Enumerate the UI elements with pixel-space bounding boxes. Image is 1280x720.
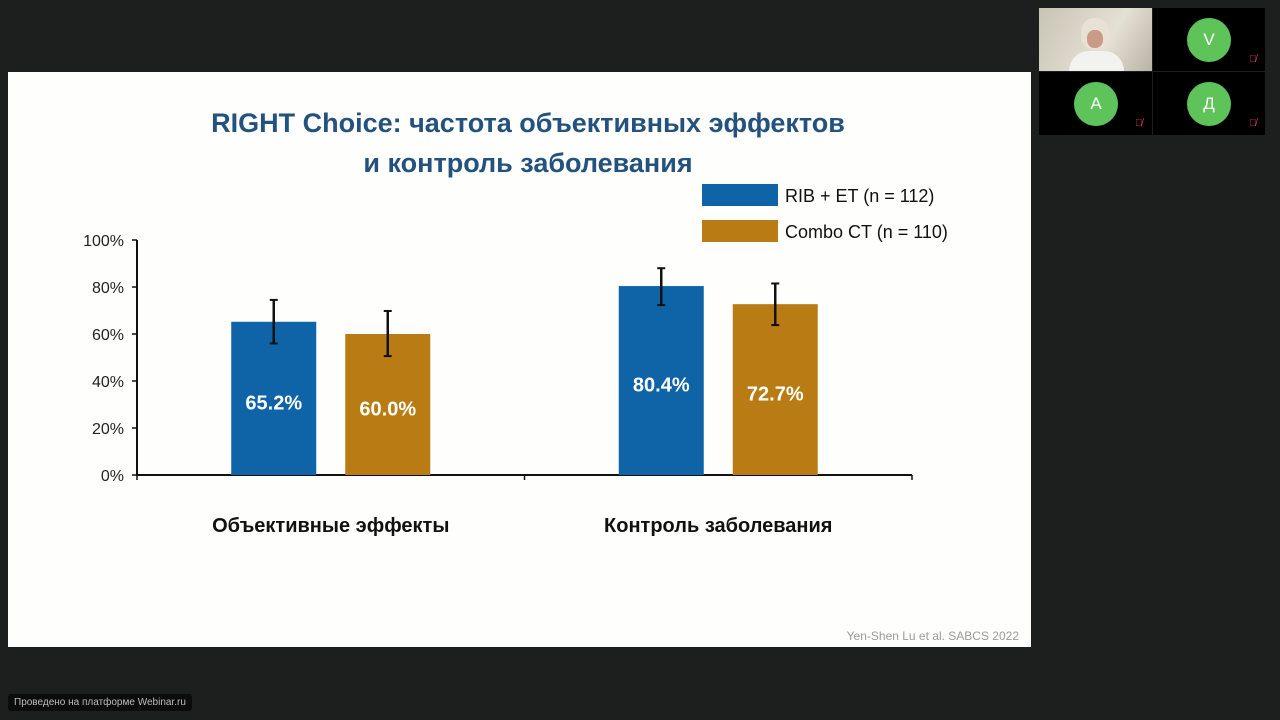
data-label: 60.0% [359,399,416,421]
legend-swatch [702,184,778,206]
data-label: 80.4% [633,375,690,397]
participant-tile-3[interactable]: Д 🎙̸ [1153,72,1265,135]
source-citation: Yen-Shen Lu et al. SABCS 2022 [846,629,1019,643]
slide-title-line1: RIGHT Choice: частота объективных эффект… [211,108,845,138]
legend-label: Combo CT (n = 110) [785,222,948,242]
data-label: 72.7% [747,384,804,406]
category-label: Объективные эффекты [212,515,449,537]
slide-title-line2: и контроль заболевания [363,148,693,178]
legend-swatch [702,220,778,242]
y-tick-label: 40% [92,374,124,391]
avatar: А [1074,82,1118,126]
avatar: V [1187,18,1231,62]
platform-footer: Проведено на платформе Webinar.ru [8,694,192,711]
bar [231,321,317,475]
legend-label: RIB + ET (n = 112) [785,186,934,206]
muted-mic-icon: 🎙̸ [1249,118,1257,129]
bar [732,304,818,475]
person-body [1069,51,1124,71]
y-tick-label: 100% [83,233,124,250]
y-tick-label: 60% [92,327,124,344]
data-label: 65.2% [245,392,302,414]
y-tick-label: 20% [92,421,124,438]
bar [618,286,704,475]
y-tick-label: 0% [101,468,124,485]
person-face [1087,30,1103,48]
muted-mic-icon: 🎙̸ [1249,54,1257,65]
bar [345,334,431,475]
participant-tile-1[interactable]: V 🎙̸ [1153,8,1265,71]
presentation-slide: RIGHT Choice: частота объективных эффект… [8,72,1031,647]
avatar: Д [1187,82,1231,126]
category-label: Контроль заболевания [604,515,832,537]
participant-video[interactable] [1039,8,1152,71]
muted-mic-icon: 🎙̸ [1135,118,1143,129]
participant-tile-2[interactable]: А 🎙̸ [1039,72,1152,135]
y-tick-label: 80% [92,280,124,297]
